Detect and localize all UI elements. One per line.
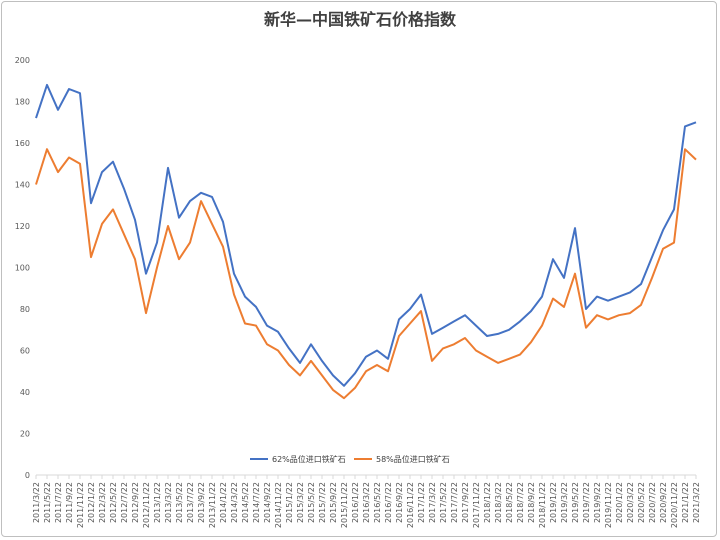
- x-tick-label: 2011/11/22: [76, 482, 85, 528]
- x-tick-label: 2016/1/22: [351, 482, 360, 523]
- x-tick-label: 2013/3/22: [164, 482, 173, 523]
- x-tick-label: 2014/5/22: [241, 482, 250, 523]
- x-tick-label: 2015/5/22: [307, 482, 316, 523]
- y-tick-label: 0: [25, 471, 30, 480]
- y-tick-label: 40: [20, 388, 30, 397]
- legend-label: 58%品位进口铁矿石: [376, 454, 450, 464]
- x-tick-label: 2018/9/22: [527, 482, 536, 523]
- x-tick-label: 2014/11/22: [274, 482, 283, 528]
- series-line-1: [35, 83, 697, 387]
- y-tick-label: 140: [15, 181, 30, 190]
- x-tick-label: 2014/7/22: [252, 482, 261, 523]
- x-tick-label: 2015/3/22: [296, 482, 305, 523]
- x-tick-label: 2020/1/22: [615, 482, 624, 523]
- x-tick-label: 2012/9/22: [131, 482, 140, 523]
- x-tick-label: 2017/1/22: [417, 482, 426, 523]
- x-tick-label: 2016/3/22: [362, 482, 371, 523]
- y-tick-label: 20: [20, 430, 30, 439]
- x-tick-label: 2012/1/22: [87, 482, 96, 523]
- x-tick-label: 2020/9/22: [659, 482, 668, 523]
- x-tick-label: 2017/5/22: [439, 482, 448, 523]
- x-tick-label: 2019/11/22: [604, 482, 613, 528]
- x-axis: 2011/3/22 2011/5/22 2011/7/22 2011/9/22 2011…: [32, 474, 701, 528]
- x-tick-label: 2021/1/22: [681, 482, 690, 523]
- legend-label: 62%品位进口铁矿石: [272, 454, 346, 464]
- x-tick-label: 2019/1/22: [549, 482, 558, 523]
- x-tick-label: 2011/7/22: [54, 482, 63, 523]
- chart-title: 新华—中国铁矿石价格指数: [263, 10, 456, 29]
- y-tick-label: 120: [15, 222, 30, 231]
- x-tick-label: 2018/11/22: [538, 482, 547, 528]
- x-tick-label: 2018/7/22: [516, 482, 525, 523]
- x-tick-label: 2018/3/22: [494, 482, 503, 523]
- x-tick-label: 2019/5/22: [571, 482, 580, 523]
- x-tick-label: 2016/7/22: [384, 482, 393, 523]
- x-tick-label: 2012/5/22: [109, 482, 118, 523]
- x-tick-label: 2016/11/22: [406, 482, 415, 528]
- x-tick-label: 2019/3/22: [560, 482, 569, 523]
- x-tick-label: 2020/3/22: [626, 482, 635, 523]
- x-tick-label: 2020/5/22: [637, 482, 646, 523]
- x-tick-label: 2015/11/22: [340, 482, 349, 528]
- x-tick-label: 2012/3/22: [98, 482, 107, 523]
- x-tick-label: 2012/7/22: [120, 482, 129, 523]
- x-tick-label: 2013/1/22: [153, 482, 162, 523]
- x-tick-label: 2011/5/22: [43, 482, 52, 523]
- x-tick-label: 2014/1/22: [219, 482, 228, 523]
- x-tick-label: 2015/1/22: [285, 482, 294, 523]
- x-tick-label: 2020/7/22: [648, 482, 657, 523]
- x-tick-label: 2014/9/22: [263, 482, 272, 523]
- x-tick-label: 2016/5/22: [373, 482, 382, 523]
- series-line-2: [35, 148, 697, 400]
- x-tick-label: 2014/3/22: [230, 482, 239, 523]
- x-tick-label: 2011/9/22: [65, 482, 74, 523]
- x-tick-label: 2013/11/22: [208, 482, 217, 528]
- y-tick-label: 60: [20, 347, 30, 356]
- x-tick-label: 2019/9/22: [593, 482, 602, 523]
- legend: 62%品位进口铁矿石 58%品位进口铁矿石: [250, 454, 450, 464]
- x-tick-label: 2015/7/22: [318, 482, 327, 523]
- x-tick-label: 2013/5/22: [175, 482, 184, 523]
- x-tick-label: 2020/11/22: [670, 482, 679, 528]
- series-lines: [35, 83, 697, 400]
- x-tick-label: 2017/3/22: [428, 482, 437, 523]
- x-tick-label: 2019/7/22: [582, 482, 591, 523]
- y-tick-label: 200: [15, 56, 30, 65]
- y-tick-label: 80: [20, 305, 30, 314]
- x-tick-label: 2021/3/22: [692, 482, 701, 523]
- y-tick-label: 100: [15, 264, 30, 273]
- x-tick-label: 2018/5/22: [505, 482, 514, 523]
- y-tick-label: 160: [15, 139, 30, 148]
- x-tick-label: 2017/9/22: [461, 482, 470, 523]
- x-tick-label: 2016/9/22: [395, 482, 404, 523]
- x-tick-label: 2018/1/22: [483, 482, 492, 523]
- y-tick-label: 180: [15, 98, 30, 107]
- x-tick-label: 2013/7/22: [186, 482, 195, 523]
- x-tick-label: 2012/11/22: [142, 482, 151, 528]
- x-tick-label: 2011/3/22: [32, 482, 41, 523]
- x-tick-label: 2017/11/22: [472, 482, 481, 528]
- x-tick-label: 2013/9/22: [197, 482, 206, 523]
- x-tick-label: 2015/9/22: [329, 482, 338, 523]
- y-axis: 0 20 40 60 80 100 120 140 160 180 200: [15, 56, 30, 480]
- x-tick-label: 2017/7/22: [450, 482, 459, 523]
